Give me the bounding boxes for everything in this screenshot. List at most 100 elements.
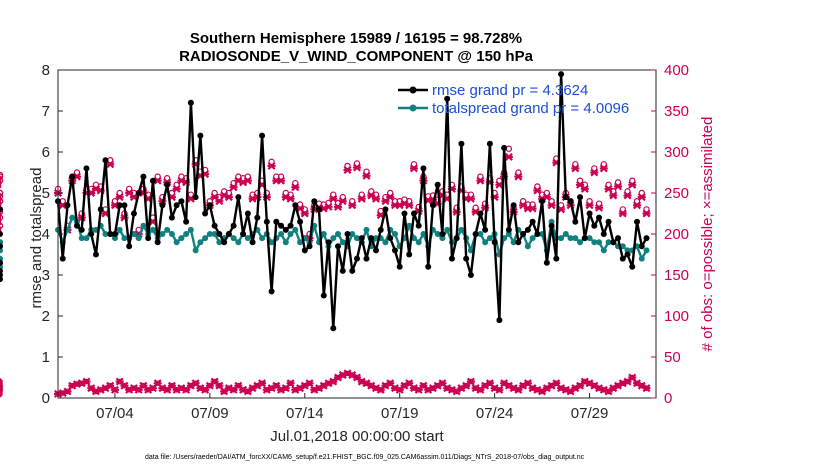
y-left-tick-label: 5	[42, 185, 50, 202]
y-left-tick-label: 2	[42, 308, 50, 325]
y-right-tick-label: 0	[664, 390, 672, 407]
rmse-point	[444, 95, 451, 102]
obs-assimilated-point	[229, 183, 238, 192]
totalspread-point	[330, 235, 337, 242]
totalspread-point	[382, 239, 389, 246]
y-right-tick-label: 100	[664, 308, 689, 325]
rmse-point	[278, 222, 285, 229]
totalspread-point	[140, 222, 147, 229]
y-right-tick-label: 50	[664, 349, 681, 366]
totalspread-point	[524, 243, 531, 250]
x-tick-label: 07/29	[571, 405, 609, 422]
totalspread-point	[83, 235, 90, 242]
obs-possible-point	[0, 214, 4, 221]
obs-possible-point	[0, 208, 4, 216]
rmse-point	[586, 210, 593, 217]
rmse-point	[368, 235, 375, 242]
totalspread-point	[415, 239, 422, 246]
x-tick-label: 07/04	[96, 405, 134, 422]
rmse-point	[363, 255, 370, 262]
rmse-point	[377, 226, 384, 233]
totalspread-point	[69, 214, 76, 221]
rmse-point	[69, 173, 76, 180]
obs-assimilated-point	[637, 193, 646, 202]
obs-assimilated-point	[623, 191, 632, 200]
totalspread-point	[216, 239, 223, 246]
rmse-point	[420, 165, 427, 172]
x-tick-label: 07/19	[381, 405, 419, 422]
obs-assimilated-point	[542, 193, 551, 202]
totalspread-point	[505, 231, 512, 237]
totalspread-point	[486, 235, 493, 242]
x-axis-label: Jul.01,2018 00:00:00 start	[270, 428, 444, 445]
ticks-layer: 0 1 2 3 4 5 6 7 8 0 50 100 150 200 250 300 350 400 07/04 07…	[42, 62, 689, 422]
y-right-tick-label: 200	[664, 226, 689, 243]
rmse-point	[524, 226, 531, 233]
rmse-point	[477, 210, 484, 217]
totalspread-point	[591, 239, 598, 246]
obs-assimilated-point	[277, 176, 286, 185]
totalspread-point	[202, 235, 209, 242]
rmse-point	[64, 202, 71, 209]
rmse-point	[358, 235, 365, 242]
rmse-point	[463, 255, 470, 262]
obs-assimilated-point	[618, 209, 627, 218]
y-left-tick-label: 3	[42, 267, 50, 284]
rmse-point	[102, 157, 109, 164]
obs-assimilated-point	[599, 164, 608, 173]
rmse-point	[164, 181, 171, 188]
rmse-point	[410, 210, 417, 217]
totalspread-point	[586, 235, 593, 242]
x-tick-label: 07/09	[191, 405, 229, 422]
rmse-point	[520, 231, 527, 237]
totalspread-point	[349, 231, 356, 237]
rmse-point	[230, 222, 237, 229]
totalspread-point	[187, 226, 194, 233]
totalspread-point	[638, 255, 645, 262]
rmse-point	[244, 210, 251, 217]
totalspread-point	[572, 235, 579, 242]
obs-assimilated-point	[476, 176, 485, 185]
rmse-point	[73, 222, 80, 229]
obs-assimilated-point	[633, 201, 642, 210]
totalspread-point	[268, 239, 275, 246]
legend-totalspread-label: totalspread grand pr = 4.0096	[432, 100, 629, 117]
rmse-point	[387, 235, 394, 242]
obs-low-assimilated-point	[305, 379, 314, 388]
rmse-point	[287, 222, 294, 229]
rmse-point	[634, 218, 641, 225]
obs-assimilated-point	[604, 184, 613, 193]
rmse-point	[0, 259, 3, 266]
rmse-point	[558, 71, 565, 78]
rmse-point	[259, 132, 266, 139]
footnote: data file: /Users/raeder/DAI/ATM_forcXX/…	[145, 454, 585, 461]
obs-assimilated-point	[343, 166, 352, 175]
y-axis-label-left: rmse and totalspread	[28, 168, 45, 309]
rmse-point	[491, 239, 498, 246]
obs-assimilated-point	[386, 193, 395, 202]
rmse-point	[567, 198, 574, 205]
y-left-tick-label: 0	[42, 390, 50, 407]
totalspread-point	[197, 239, 204, 246]
rmse-point	[330, 325, 337, 332]
rmse-point	[425, 263, 432, 270]
rmse-point	[268, 288, 275, 295]
totalspread-point	[482, 239, 489, 246]
rmse-point	[596, 214, 603, 221]
rmse-point	[292, 202, 299, 209]
rmse-point	[615, 235, 622, 242]
totalspread-point	[235, 239, 242, 246]
rmse-point	[149, 177, 156, 184]
totalspread-point	[558, 235, 565, 242]
rmse-point	[349, 267, 356, 274]
rmse-point	[591, 222, 598, 229]
totalspread-point	[135, 235, 142, 242]
legend-rmse-marker	[409, 86, 417, 94]
obs-low-assimilated-point	[495, 385, 504, 394]
rmse-point	[0, 272, 3, 278]
rmse-point	[624, 251, 631, 258]
rmse-point	[183, 218, 190, 225]
rmse-point	[548, 222, 555, 229]
obs-assimilated-point	[642, 209, 651, 218]
